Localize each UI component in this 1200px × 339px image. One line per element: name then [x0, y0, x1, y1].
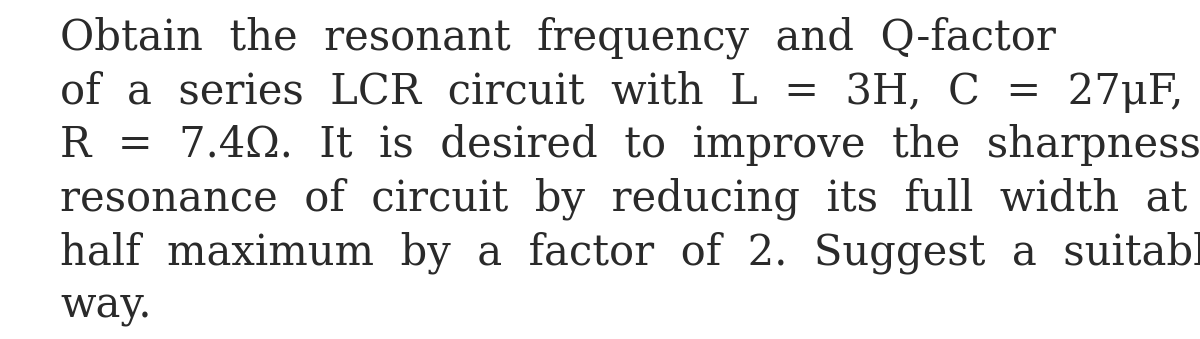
Text: half  maximum  by  a  factor  of  2.  Suggest  a  suitable: half maximum by a factor of 2. Suggest a… [60, 231, 1200, 274]
Text: Obtain  the  resonant  frequency  and  Q-factor: Obtain the resonant frequency and Q-fact… [60, 17, 1056, 59]
Text: R  =  7.4Ω.  It  is  desired  to  improve  the  sharpness  of: R = 7.4Ω. It is desired to improve the s… [60, 124, 1200, 166]
Text: of  a  series  LCR  circuit  with  L  =  3H,  C  =  27μF,: of a series LCR circuit with L = 3H, C =… [60, 71, 1183, 113]
Text: resonance  of  circuit  by  reducing  its  full  width  at: resonance of circuit by reducing its ful… [60, 178, 1187, 220]
Text: way.: way. [60, 285, 151, 327]
